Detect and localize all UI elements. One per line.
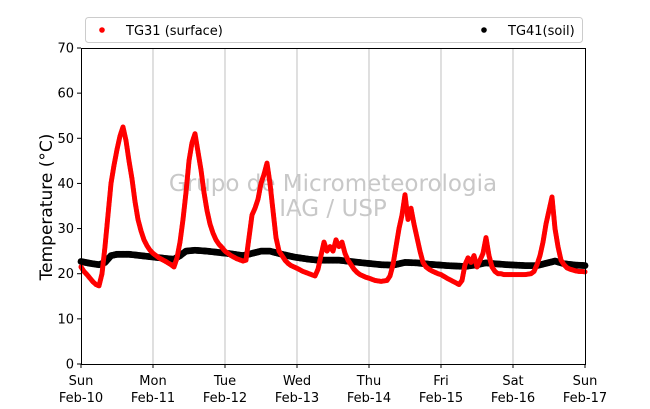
x-tick-label-day: Sun bbox=[573, 374, 598, 389]
y-tick-label: 20 bbox=[57, 267, 74, 282]
legend-marker-tg41 bbox=[481, 27, 487, 33]
x-tick-label-day: Tue bbox=[213, 374, 236, 389]
x-tick-label-date: Feb-13 bbox=[275, 391, 319, 406]
x-axis: Sun Feb-10 Mon Feb-11 Tue Feb-12 Wed Feb-13 Thu F… bbox=[59, 364, 607, 406]
x-tick-label-date: Feb-15 bbox=[419, 391, 463, 406]
x-tick-label-date: Feb-14 bbox=[347, 391, 391, 406]
y-tick-label: 0 bbox=[66, 358, 74, 373]
grid-lines bbox=[152, 48, 514, 364]
legend-label-tg31: TG31 (surface) bbox=[125, 24, 223, 39]
y-axis-title: Temperature (°C) bbox=[37, 134, 57, 282]
legend-marker-tg31 bbox=[99, 27, 105, 33]
x-tick-label-date: Feb-16 bbox=[491, 391, 535, 406]
x-tick-label-day: Wed bbox=[283, 374, 311, 389]
y-tick-label: 10 bbox=[57, 312, 74, 327]
x-tick-label-day: Fri bbox=[433, 374, 449, 389]
y-tick-label: 60 bbox=[57, 87, 74, 102]
x-tick-label-date: Feb-12 bbox=[203, 391, 247, 406]
y-tick-label: 50 bbox=[57, 132, 74, 147]
x-tick-label-day: Mon bbox=[139, 374, 166, 389]
x-tick-label-date: Feb-11 bbox=[131, 391, 175, 406]
x-tick-label-day: Sat bbox=[502, 374, 523, 389]
watermark-line-1: Grupo de Micrometeorologia bbox=[169, 171, 497, 197]
data-series bbox=[77, 124, 589, 289]
x-tick-label-day: Thu bbox=[356, 374, 381, 389]
watermark: Grupo de Micrometeorologia IAG / USP bbox=[169, 171, 497, 222]
legend-box bbox=[85, 17, 583, 43]
y-axis: 0 10 20 30 40 50 60 70 bbox=[57, 42, 81, 373]
series-tg31-surface bbox=[78, 124, 588, 289]
x-tick-label-date: Feb-17 bbox=[563, 391, 607, 406]
plot-frame bbox=[81, 48, 586, 365]
x-tick-label-date: Feb-10 bbox=[59, 391, 103, 406]
legend-label-tg41: TG41(soil) bbox=[507, 24, 575, 39]
legend: TG31 (surface) TG41(soil) bbox=[85, 17, 583, 43]
watermark-line-2: IAG / USP bbox=[279, 196, 387, 222]
y-tick-label: 40 bbox=[57, 177, 74, 192]
y-tick-label: 30 bbox=[57, 222, 74, 237]
y-tick-label: 70 bbox=[57, 42, 74, 57]
x-tick-label-day: Sun bbox=[69, 374, 94, 389]
